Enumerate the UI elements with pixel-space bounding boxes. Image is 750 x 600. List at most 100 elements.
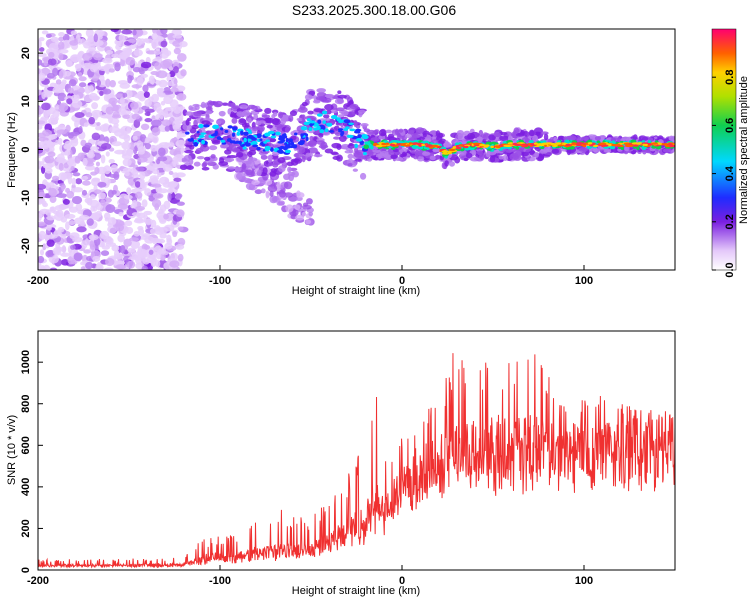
spectrogram-y-tick-label: -10: [20, 190, 32, 206]
heatmap-cell: [56, 209, 64, 218]
heatmap-cell: [131, 212, 140, 217]
heatmap-cell: [48, 51, 55, 58]
heatmap-cell: [266, 155, 273, 160]
spectrogram-y-ticks: -20 -10 0 10 20: [20, 47, 43, 254]
heatmap-cell: [103, 212, 111, 220]
heatmap-cell: [53, 210, 58, 215]
heatmap-cell: [333, 136, 341, 140]
heatmap-cell: [457, 149, 467, 155]
heatmap-cell: [160, 40, 168, 48]
heatmap-cell: [93, 189, 102, 195]
heatmap-cell: [50, 36, 59, 43]
heatmap-cell: [596, 140, 601, 144]
heatmap-cell: [632, 144, 639, 147]
heatmap-cell: [133, 230, 140, 237]
heatmap-cell: [260, 188, 266, 194]
snr-panel: -200 -100 0 100 0 200 400 600 800 1000 Height of…: [6, 330, 676, 597]
heatmap-cell: [122, 113, 131, 119]
heatmap-cell: [71, 177, 77, 186]
heatmap-cell: [229, 144, 234, 149]
snr-y-label: SNR (10 * v/v): [6, 415, 18, 485]
spectrogram-x-ticks: -200 -100 0 100: [27, 265, 593, 287]
heatmap-cell: [111, 141, 123, 147]
heatmap-cell: [514, 150, 522, 157]
heatmap-cell: [236, 131, 241, 136]
spectrogram-y-tick-label: 10: [20, 95, 32, 107]
heatmap-cell: [298, 146, 306, 154]
heatmap-cell: [62, 33, 70, 42]
heatmap-cell: [431, 136, 437, 140]
heatmap-cell: [308, 211, 314, 217]
heatmap-cell: [390, 154, 398, 159]
heatmap-cell: [359, 140, 365, 146]
heatmap-cell: [89, 243, 96, 250]
heatmap-cell: [398, 128, 404, 133]
heatmap-cell: [221, 102, 229, 106]
heatmap-cell: [67, 255, 75, 265]
heatmap-cell: [267, 158, 273, 163]
heatmap-cell: [592, 144, 599, 148]
heatmap-cell: [521, 143, 529, 146]
heatmap-cell: [235, 172, 246, 180]
heatmap-cell: [208, 145, 218, 151]
heatmap-cell: [98, 66, 110, 72]
heatmap-cell: [115, 223, 125, 232]
heatmap-cell: [126, 187, 132, 195]
heatmap-cell: [335, 107, 345, 112]
heatmap-cell: [148, 162, 155, 171]
heatmap-cell: [318, 133, 324, 138]
heatmap-cell: [83, 122, 89, 128]
heatmap-cell: [109, 118, 120, 125]
heatmap-cell: [89, 199, 100, 208]
heatmap-cell: [203, 156, 211, 161]
heatmap-cell: [156, 87, 165, 93]
heatmap-cell: [441, 152, 450, 155]
heatmap-cell: [85, 261, 94, 270]
heatmap-cell: [176, 131, 181, 139]
heatmap-cell: [77, 72, 83, 78]
heatmap-cell: [455, 146, 462, 150]
heatmap-cell: [148, 249, 154, 255]
heatmap-cell: [313, 153, 323, 158]
heatmap-cell: [122, 158, 132, 167]
heatmap-cell: [220, 127, 224, 131]
heatmap-cell: [320, 125, 326, 130]
heatmap-cell: [144, 117, 153, 123]
heatmap-cell: [571, 143, 577, 146]
heatmap-cell: [119, 244, 126, 254]
heatmap-cell: [487, 148, 492, 151]
heatmap-cell: [39, 249, 45, 256]
heatmap-cell: [100, 250, 110, 256]
heatmap-cell: [431, 144, 439, 148]
heatmap-cell: [105, 78, 111, 88]
heatmap-cell: [303, 121, 310, 126]
heatmap-cell: [251, 179, 260, 186]
heatmap-cell: [38, 72, 46, 82]
heatmap-cell: [76, 226, 87, 233]
heatmap-cell: [277, 157, 286, 164]
heatmap-cell: [78, 76, 87, 82]
heatmap-cell: [308, 127, 313, 132]
heatmap-cell: [54, 104, 60, 110]
heatmap-cell: [132, 29, 137, 36]
heatmap-cell: [134, 181, 141, 188]
heatmap-cell: [478, 154, 485, 160]
heatmap-cell: [157, 172, 162, 178]
heatmap-cell: [205, 109, 213, 114]
heatmap-cell: [343, 119, 351, 124]
heatmap-cell: [254, 189, 263, 195]
heatmap-cell: [119, 97, 125, 105]
heatmap-cell: [115, 44, 122, 51]
heatmap-cell: [207, 100, 214, 108]
heatmap-cell: [181, 157, 187, 162]
heatmap-cell: [459, 144, 464, 147]
heatmap-cell: [472, 142, 480, 145]
heatmap-cell: [58, 49, 69, 54]
snr-y-tick-label: 800: [20, 395, 32, 413]
heatmap-cell: [378, 135, 386, 140]
heatmap-cell: [89, 194, 96, 200]
heatmap-cell: [316, 113, 323, 117]
heatmap-cell: [121, 29, 133, 35]
heatmap-cell: [64, 213, 76, 219]
heatmap-cell: [248, 149, 257, 156]
